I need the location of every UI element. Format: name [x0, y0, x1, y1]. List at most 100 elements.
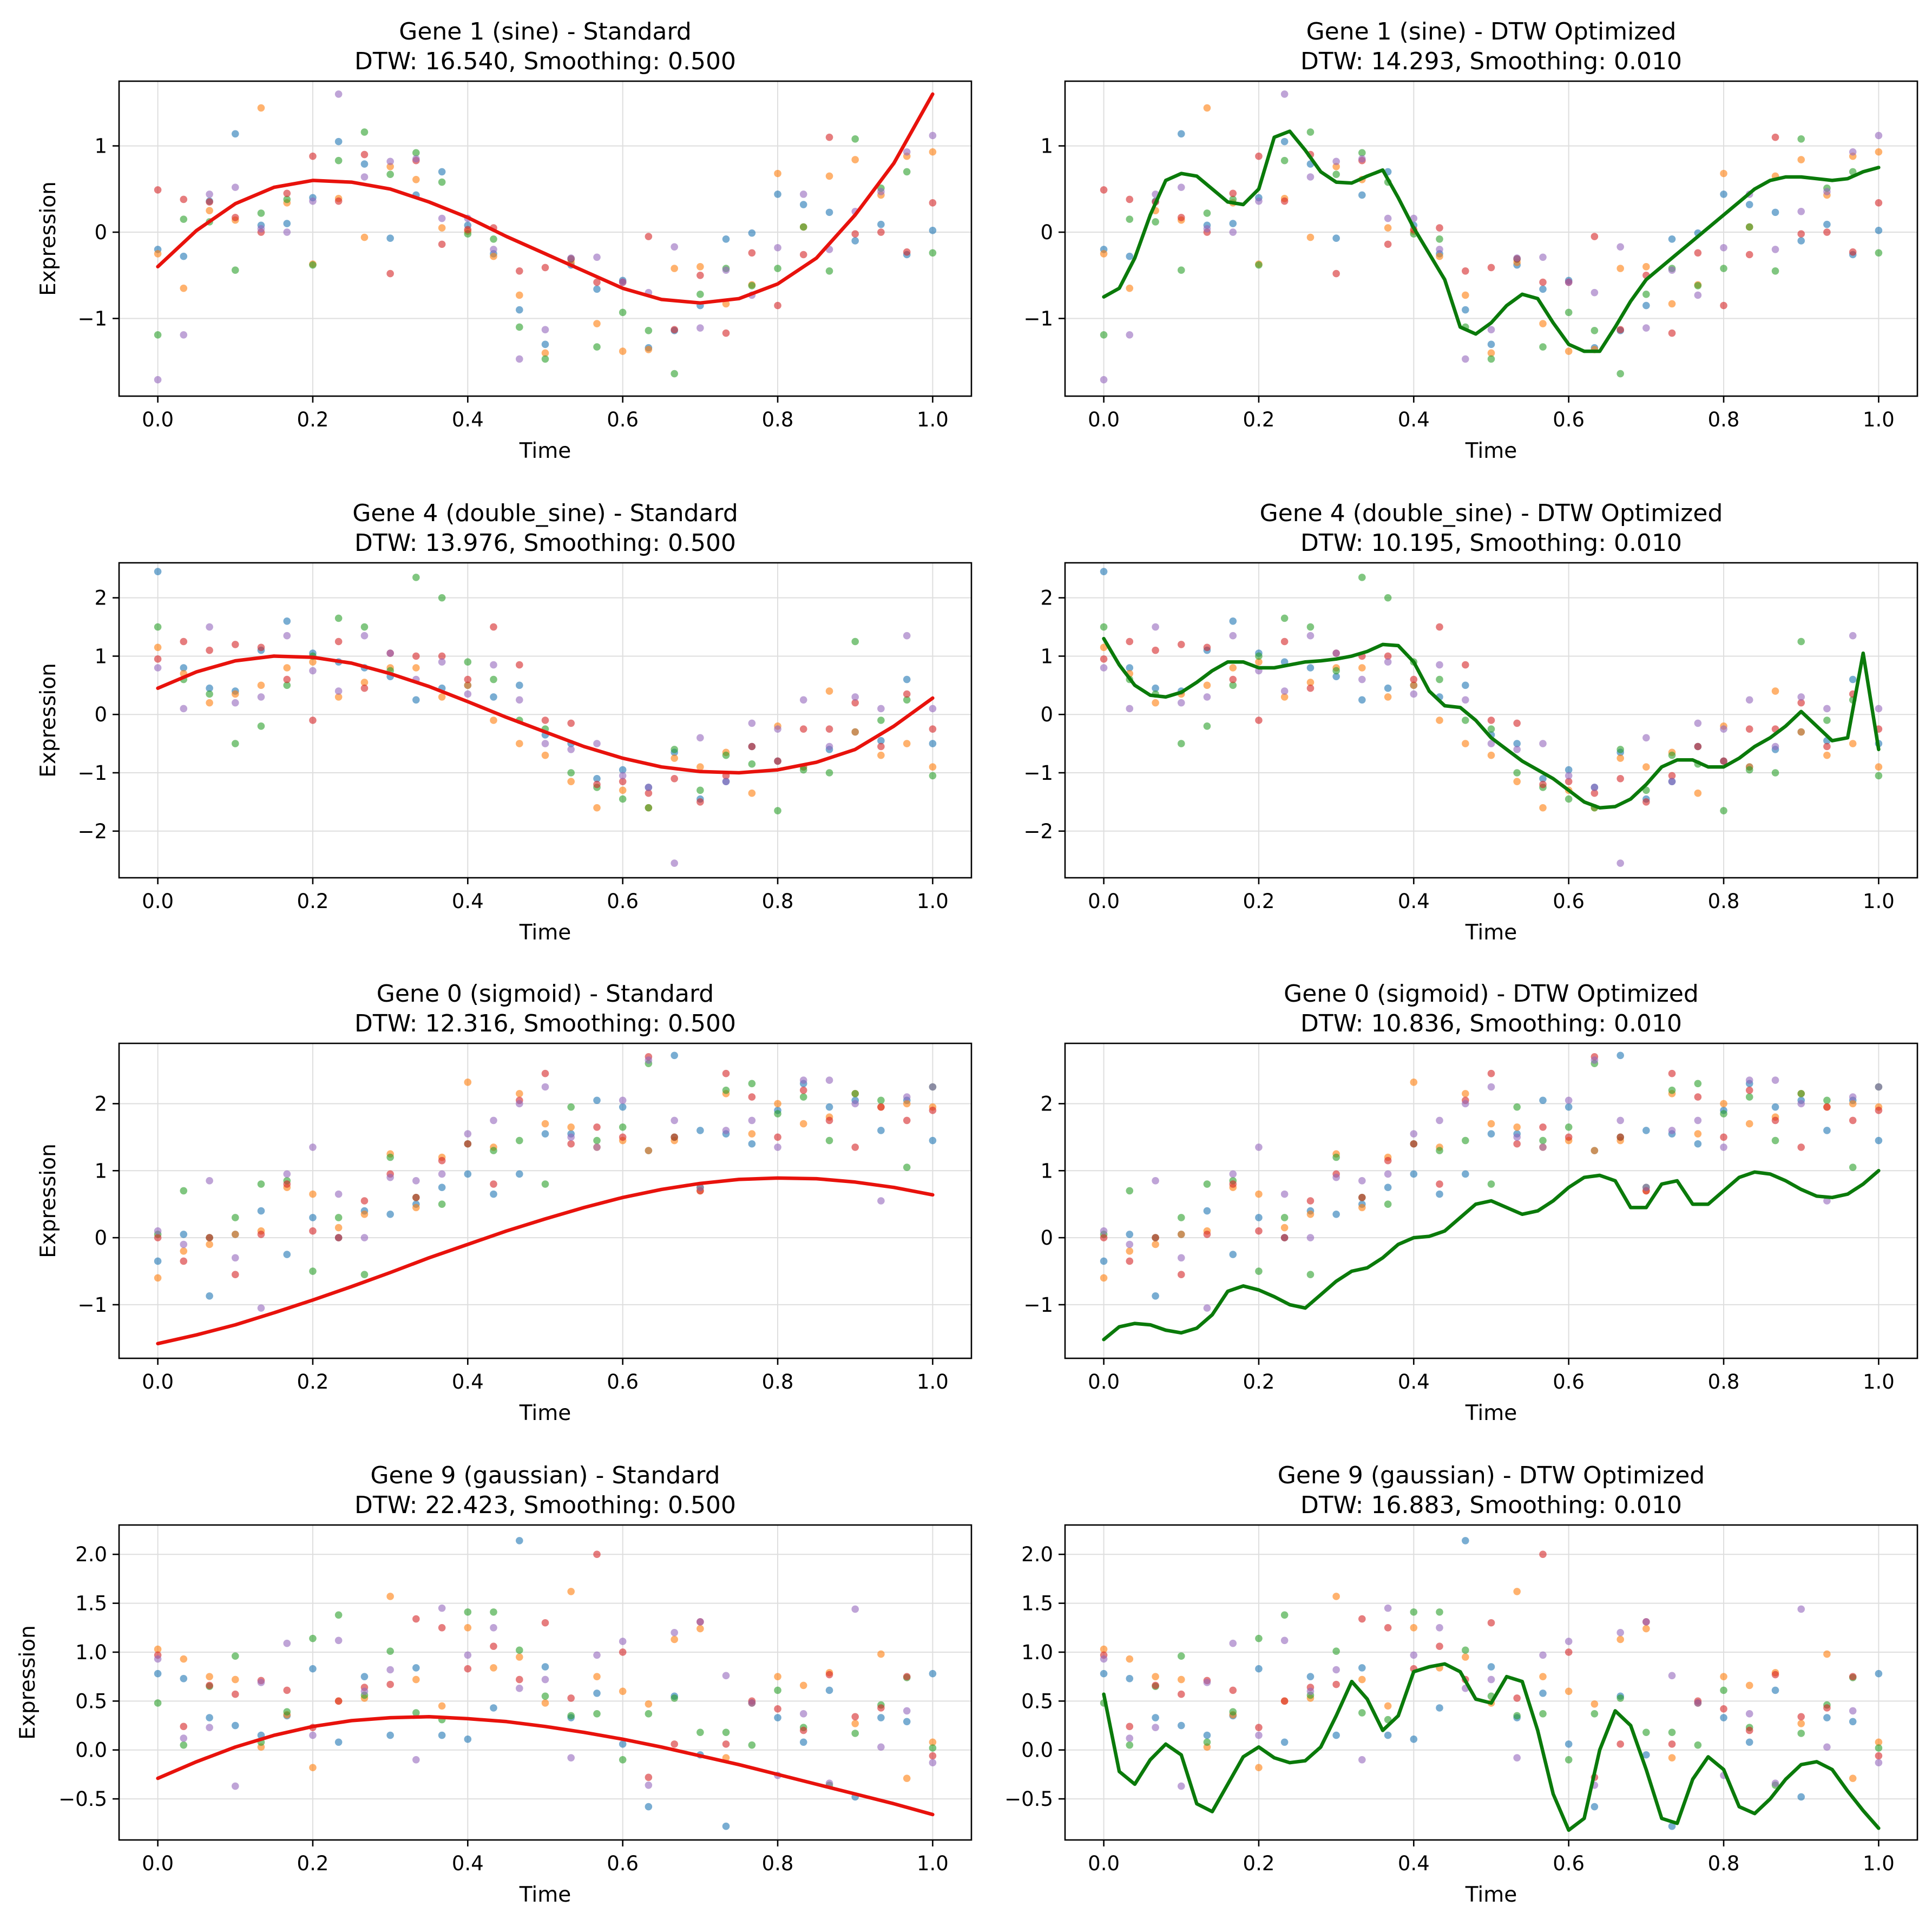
scatter-points [154, 568, 937, 867]
data-point [1255, 1731, 1263, 1739]
x-tick-label: 0.0 [142, 1370, 174, 1393]
data-point [1100, 1655, 1108, 1663]
data-point [1539, 1673, 1547, 1680]
x-tick-label: 0.2 [1243, 1370, 1275, 1393]
data-point [877, 1197, 885, 1205]
data-point [567, 769, 575, 777]
data-point [1255, 717, 1263, 724]
data-point [334, 614, 343, 622]
data-point [1771, 1116, 1779, 1125]
data-point [1332, 649, 1340, 657]
data-point [283, 632, 291, 640]
data-point [722, 778, 730, 785]
data-point [825, 1076, 833, 1084]
data-point [1229, 1639, 1237, 1647]
x-tick-label: 0.6 [607, 890, 639, 913]
data-point [180, 1240, 188, 1248]
data-point [1177, 641, 1185, 648]
data-point [1126, 637, 1134, 646]
data-point [696, 324, 704, 332]
data-point [929, 1759, 937, 1767]
data-point [438, 224, 446, 232]
y-tick-label: 2 [1040, 1092, 1053, 1115]
data-point [799, 1086, 807, 1094]
data-point [360, 173, 369, 181]
data-point [1616, 1051, 1624, 1060]
data-point [1229, 681, 1237, 689]
data-point [154, 250, 162, 258]
data-point [1565, 1648, 1573, 1656]
data-point [593, 1123, 601, 1131]
data-point [593, 1550, 601, 1559]
data-point [593, 285, 601, 293]
data-point [360, 679, 369, 686]
data-point [1616, 754, 1624, 762]
plot-frame [118, 562, 972, 879]
data-point [1358, 1756, 1366, 1764]
data-point [619, 1756, 627, 1764]
data-point [386, 234, 394, 242]
data-point [1126, 1741, 1134, 1749]
data-point [1823, 1127, 1831, 1134]
data-point [1410, 1736, 1418, 1743]
data-point [1797, 1793, 1805, 1801]
data-point [1177, 699, 1185, 707]
data-point [696, 291, 704, 298]
plot-frame [1064, 1524, 1918, 1841]
data-point [1823, 1743, 1831, 1751]
data-point [774, 1705, 781, 1713]
data-point [1745, 766, 1753, 774]
data-point [386, 649, 394, 657]
data-point [929, 1669, 937, 1678]
data-point [206, 699, 213, 707]
chart-title: Gene 4 (double_sine) - Standard [352, 499, 738, 527]
data-point [1565, 308, 1573, 317]
data-point [1668, 778, 1676, 785]
x-tick-label: 0.0 [142, 1852, 174, 1875]
y-tick-label: 0.0 [75, 1739, 107, 1762]
y-tick-label: 1 [94, 135, 107, 158]
x-tick-label: 0.0 [142, 408, 174, 431]
data-point [799, 1076, 807, 1084]
data-point [1668, 1822, 1676, 1830]
data-point [593, 1096, 601, 1105]
data-point [1384, 693, 1392, 701]
data-point [180, 664, 188, 672]
x-tick-label: 0.8 [1708, 890, 1740, 913]
data-point [851, 1143, 859, 1151]
data-point [1539, 1550, 1547, 1559]
data-point [516, 1685, 523, 1692]
data-point [206, 1673, 213, 1680]
data-point [1745, 725, 1753, 733]
data-point [180, 1247, 188, 1255]
data-point [309, 1190, 317, 1198]
data-point [1462, 696, 1469, 704]
data-point [1462, 355, 1469, 363]
data-point [1384, 1156, 1392, 1165]
data-point [1203, 1207, 1211, 1215]
data-point [1229, 617, 1237, 625]
data-point [825, 1686, 833, 1694]
data-point [180, 705, 188, 713]
data-point [1823, 220, 1831, 228]
data-point [929, 725, 937, 733]
data-point [1126, 1247, 1134, 1255]
data-point [180, 1655, 188, 1663]
data-point [1771, 267, 1779, 275]
data-point [1797, 699, 1805, 707]
data-point [231, 1254, 239, 1262]
data-point [748, 229, 756, 237]
data-point [154, 664, 162, 672]
data-point [748, 760, 756, 768]
data-point [1539, 1123, 1547, 1131]
data-point [309, 1227, 317, 1235]
chart-title: Gene 0 (sigmoid) - DTW Optimized [1284, 980, 1699, 1008]
x-axis-label: Time [519, 1401, 571, 1425]
data-point [1823, 705, 1831, 713]
data-point [1410, 681, 1418, 689]
data-point [567, 1140, 575, 1148]
data-point [1384, 1731, 1392, 1739]
data-point [334, 1611, 343, 1619]
data-point [1720, 757, 1727, 765]
data-point [877, 742, 885, 751]
